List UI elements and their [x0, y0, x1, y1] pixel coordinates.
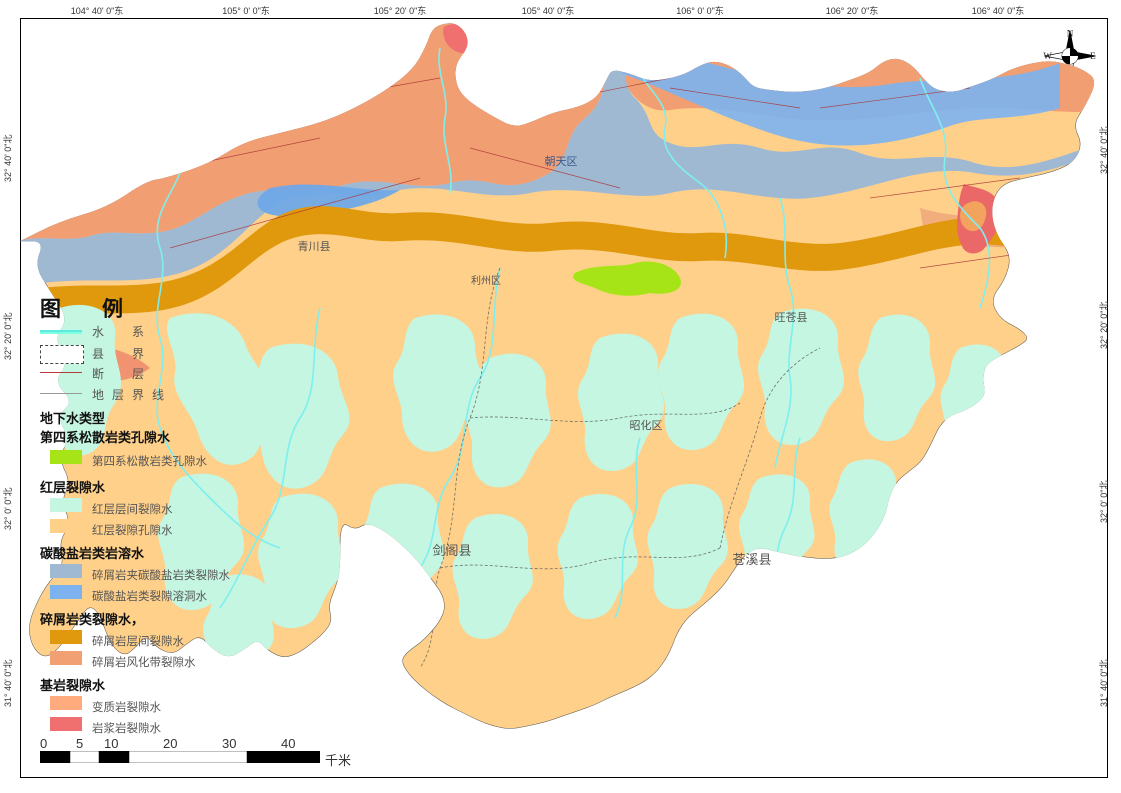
svg-text:剑阁县: 剑阁县: [432, 543, 471, 558]
svg-text:青川县: 青川县: [298, 240, 331, 253]
svg-text:朝天区: 朝天区: [545, 155, 578, 168]
svg-text:旺苍县: 旺苍县: [775, 311, 808, 324]
svg-text:苍溪县: 苍溪县: [732, 552, 771, 567]
svg-text:昭化区: 昭化区: [630, 418, 663, 432]
svg-text:利州区: 利州区: [471, 275, 501, 287]
